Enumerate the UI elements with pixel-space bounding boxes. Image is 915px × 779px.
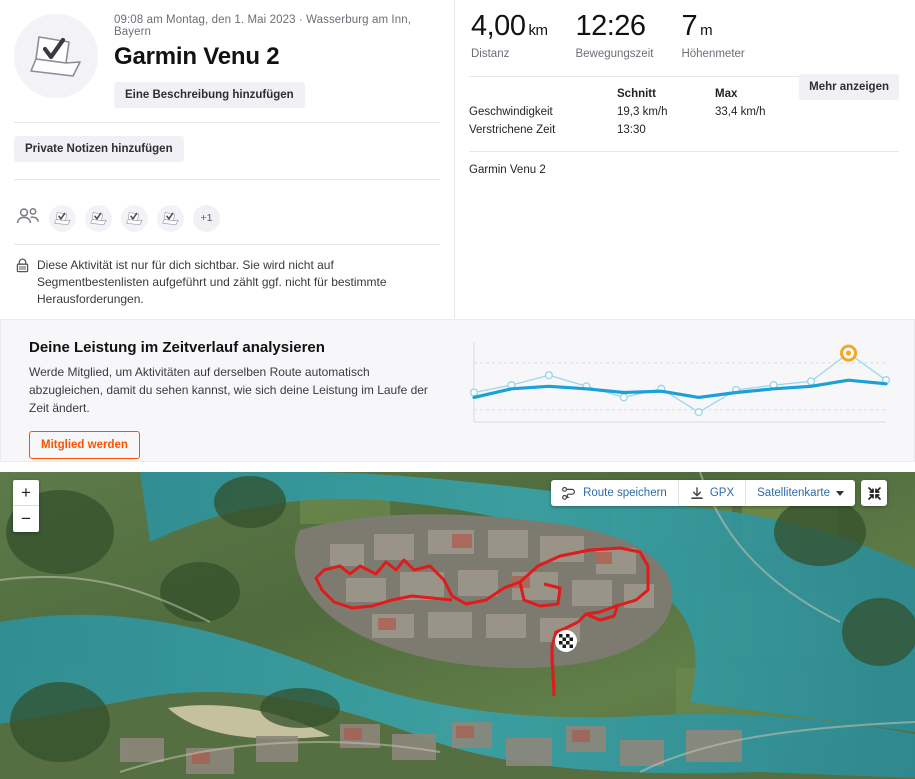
map-toolbar: Route speichern GPX Satellitenkarte [551, 480, 887, 506]
download-icon [691, 486, 703, 499]
row-label-elapsed: Verstrichene Zeit [469, 124, 556, 136]
divider [469, 76, 899, 77]
map-layer-select[interactable]: Satellitenkarte [745, 480, 855, 506]
summary-section: 09:08 am Montag, den 1. Mai 2023 · Wasse… [0, 0, 915, 318]
activity-datetime-location: 09:08 am Montag, den 1. Mai 2023 · Wasse… [114, 14, 411, 38]
expand-icon [867, 486, 881, 500]
page-title: Garmin Venu 2 [114, 43, 280, 70]
activity-map[interactable]: + − Route speichern [0, 472, 915, 779]
row-avg-speed: 19,3 km/h [617, 106, 668, 118]
zoom-in-button[interactable]: + [13, 480, 39, 506]
stat-moving-time-value: 12:26 [575, 10, 646, 42]
privacy-notice: Diese Aktivität ist nur für dich sichtba… [0, 245, 454, 308]
table-row: Geschwindigkeit 19,3 km/h 33,4 km/h [469, 103, 899, 121]
zoom-out-button[interactable]: − [21, 509, 31, 528]
kudos-avatar[interactable] [85, 204, 112, 232]
divider [469, 151, 899, 152]
route-icon [562, 486, 576, 500]
kudos-avatar[interactable] [121, 204, 148, 232]
stat-distance-label: Distanz [471, 48, 510, 60]
gpx-download-button[interactable]: GPX [677, 480, 745, 506]
col-metric [469, 85, 617, 103]
avatar [14, 14, 98, 98]
premium-promo-card: Deine Leistung im Zeitverlauf analysiere… [0, 319, 915, 462]
map-layer-label: Satellitenkarte [757, 487, 830, 499]
fullscreen-toggle-button[interactable] [861, 480, 887, 506]
kudos-overflow-badge[interactable]: +1 [193, 204, 220, 232]
divider [14, 244, 440, 245]
row-label-speed: Geschwindigkeit [469, 106, 553, 118]
add-description-button[interactable]: Eine Beschreibung hinzufügen [114, 82, 305, 108]
finish-marker [555, 630, 577, 652]
table-header-row: Schnitt Max [469, 85, 899, 103]
satellite-map-image [0, 472, 915, 779]
stat-elevation-label: Höhenmeter [681, 48, 745, 60]
people-icon [16, 207, 40, 230]
row-max-elapsed [715, 121, 899, 139]
stat-elevation-value: 7 [681, 10, 698, 42]
promo-heading: Deine Leistung im Zeitverlauf analysiere… [29, 339, 325, 356]
kudos-avatar[interactable] [49, 204, 76, 232]
add-private-notes-button[interactable]: Private Notizen hinzufügen [14, 136, 184, 162]
show-more-button[interactable]: Mehr anzeigen [799, 74, 899, 100]
device-name: Garmin Venu 2 [469, 164, 546, 176]
divider [14, 179, 440, 180]
col-average: Schnitt [617, 88, 656, 100]
col-max: Max [715, 88, 738, 100]
performance-sparkline-chart [469, 342, 891, 423]
activity-header: 09:08 am Montag, den 1. Mai 2023 · Wasse… [0, 0, 454, 108]
kudos-row: +1 [0, 180, 454, 238]
row-avg-elapsed: 13:30 [617, 124, 646, 136]
save-route-button[interactable]: Route speichern [551, 480, 678, 506]
save-route-label: Route speichern [583, 487, 667, 499]
chevron-down-icon [836, 490, 844, 496]
laptop-check-icon [30, 36, 81, 77]
row-max-speed: 33,4 km/h [715, 106, 766, 118]
privacy-text: Diese Aktivität ist nur für dich sichtba… [37, 258, 387, 306]
promo-body: Werde Mitglied, um Aktivitäten auf derse… [29, 365, 428, 415]
stat-elevation-unit: m [700, 22, 713, 39]
divider [14, 122, 440, 123]
detailed-stats-table: Schnitt Max Geschwindigkeit 19,3 km/h 33… [469, 85, 899, 139]
gpx-label: GPX [709, 487, 735, 499]
lock-icon [16, 258, 29, 308]
map-zoom-controls[interactable]: + − [13, 480, 39, 532]
stat-distance-unit: km [528, 22, 548, 39]
become-member-button[interactable]: Mitglied werden [29, 431, 140, 459]
kudos-avatar[interactable] [157, 204, 184, 232]
stat-moving-time-label: Bewegungszeit [575, 48, 654, 60]
stat-moving-time: 12:26 Bewegungszeit [575, 10, 654, 61]
activity-info-column: 09:08 am Montag, den 1. Mai 2023 · Wasse… [0, 0, 455, 318]
promo-chart [456, 320, 914, 461]
stat-distance-value: 4,00 [471, 10, 526, 42]
stat-distance: 4,00 km Distanz [471, 10, 548, 61]
table-row: Verstrichene Zeit 13:30 [469, 121, 899, 139]
